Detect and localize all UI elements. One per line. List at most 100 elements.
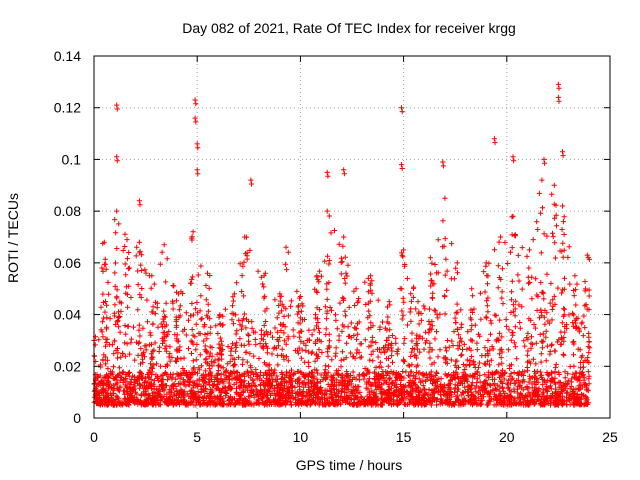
- data-point-3728: [386, 334, 392, 340]
- data-point-2630: [177, 382, 183, 388]
- data-point-2564: [420, 392, 426, 398]
- data-point-2007: [411, 284, 417, 290]
- data-point-3569: [231, 291, 237, 297]
- data-point-3415: [102, 261, 108, 267]
- data-point-2684: [114, 345, 121, 352]
- data-point-3345: [204, 402, 210, 408]
- data-point-2997: [371, 389, 377, 396]
- data-point-3734: [386, 299, 392, 305]
- data-point-3550: [215, 363, 221, 369]
- data-point-3317: [271, 346, 277, 352]
- data-point-2265: [335, 391, 341, 397]
- data-point-3081: [108, 370, 114, 377]
- data-point-3923: [561, 275, 568, 281]
- data-point-3981: [399, 109, 405, 115]
- data-points: [91, 81, 593, 408]
- data-point-1017: [482, 345, 488, 351]
- data-point-3443: [122, 243, 128, 250]
- data-point-3614: [277, 291, 283, 297]
- y-tick-label-1: 0.02: [54, 358, 81, 374]
- data-point-3366: [260, 372, 266, 378]
- data-point-1775: [578, 359, 584, 366]
- data-point-2490: [234, 398, 240, 404]
- data-point-3555: [229, 317, 235, 323]
- data-point-2970: [339, 393, 345, 399]
- data-point-1515: [580, 333, 586, 339]
- data-point-3454: [135, 340, 141, 347]
- data-point-3408: [102, 298, 109, 305]
- data-point-3138: [281, 377, 287, 383]
- data-point-2568: [493, 387, 499, 393]
- data-point-1225: [348, 320, 354, 326]
- data-point-496: [538, 351, 544, 357]
- data-point-2284: [309, 332, 315, 338]
- data-point-1675: [516, 278, 522, 284]
- data-point-3491: [163, 300, 169, 306]
- data-point-1302: [297, 334, 303, 340]
- data-point-3704: [353, 286, 359, 292]
- data-point-2385: [350, 402, 356, 408]
- data-point-3341: [272, 297, 278, 303]
- data-point-3427: [114, 355, 121, 361]
- data-point-2666: [155, 375, 161, 382]
- data-point-3020: [306, 398, 312, 404]
- data-point-720: [208, 359, 214, 365]
- data-point-3582: [243, 251, 249, 257]
- data-point-3869: [510, 213, 516, 219]
- data-point-198: [482, 372, 488, 378]
- data-point-3635: [299, 347, 305, 353]
- data-point-2097: [251, 394, 257, 400]
- data-point-3701: [353, 326, 359, 332]
- data-point-3536: [205, 330, 211, 337]
- data-point-2846: [583, 401, 589, 408]
- data-point-2319: [468, 327, 474, 333]
- data-point-2347: [224, 375, 230, 381]
- data-point-3119: [135, 378, 141, 384]
- data-point-3719: [368, 273, 374, 279]
- data-point-974: [117, 370, 123, 376]
- data-point-3066: [127, 389, 133, 395]
- data-point-627: [244, 359, 250, 365]
- data-point-376: [559, 320, 565, 326]
- data-point-3870: [524, 352, 530, 358]
- data-point-1170: [375, 297, 381, 303]
- data-point-3898: [540, 289, 546, 295]
- data-point-3808: [453, 265, 459, 271]
- data-point-24: [348, 350, 354, 356]
- data-point-3659: [314, 273, 320, 279]
- data-point-3197: [234, 375, 240, 381]
- data-point-3854: [498, 234, 504, 240]
- data-point-28: [420, 383, 426, 389]
- data-point-2628: [445, 389, 451, 395]
- data-point-3848: [499, 360, 505, 366]
- data-point-1475: [585, 388, 591, 394]
- data-point-3453: [135, 307, 141, 313]
- data-point-3867: [509, 330, 515, 336]
- data-point-2947: [370, 402, 376, 408]
- data-point-2676: [158, 381, 164, 388]
- data-point-3079: [325, 370, 331, 376]
- data-point-3327: [206, 376, 212, 382]
- data-point-3359: [361, 402, 367, 408]
- data-point-3370: [533, 370, 539, 376]
- data-point-1531: [455, 388, 461, 394]
- data-point-2065: [259, 377, 265, 384]
- data-point-2207: [584, 397, 590, 403]
- data-point-3678: [341, 356, 347, 362]
- data-point-3392: [118, 402, 124, 408]
- data-point-1264: [445, 337, 451, 344]
- data-point-999: [485, 391, 491, 397]
- data-point-1283: [574, 281, 580, 287]
- data-point-2670: [430, 281, 436, 287]
- data-point-1016: [237, 336, 243, 342]
- data-point-3718: [366, 308, 372, 314]
- data-point-802: [141, 354, 148, 360]
- data-point-3803: [452, 362, 458, 368]
- data-point-2167: [258, 274, 264, 280]
- data-point-3631: [296, 345, 302, 351]
- data-point-3769: [429, 277, 435, 283]
- data-point-3283: [536, 387, 542, 393]
- data-point-1452: [111, 351, 117, 357]
- data-point-2356: [498, 355, 504, 361]
